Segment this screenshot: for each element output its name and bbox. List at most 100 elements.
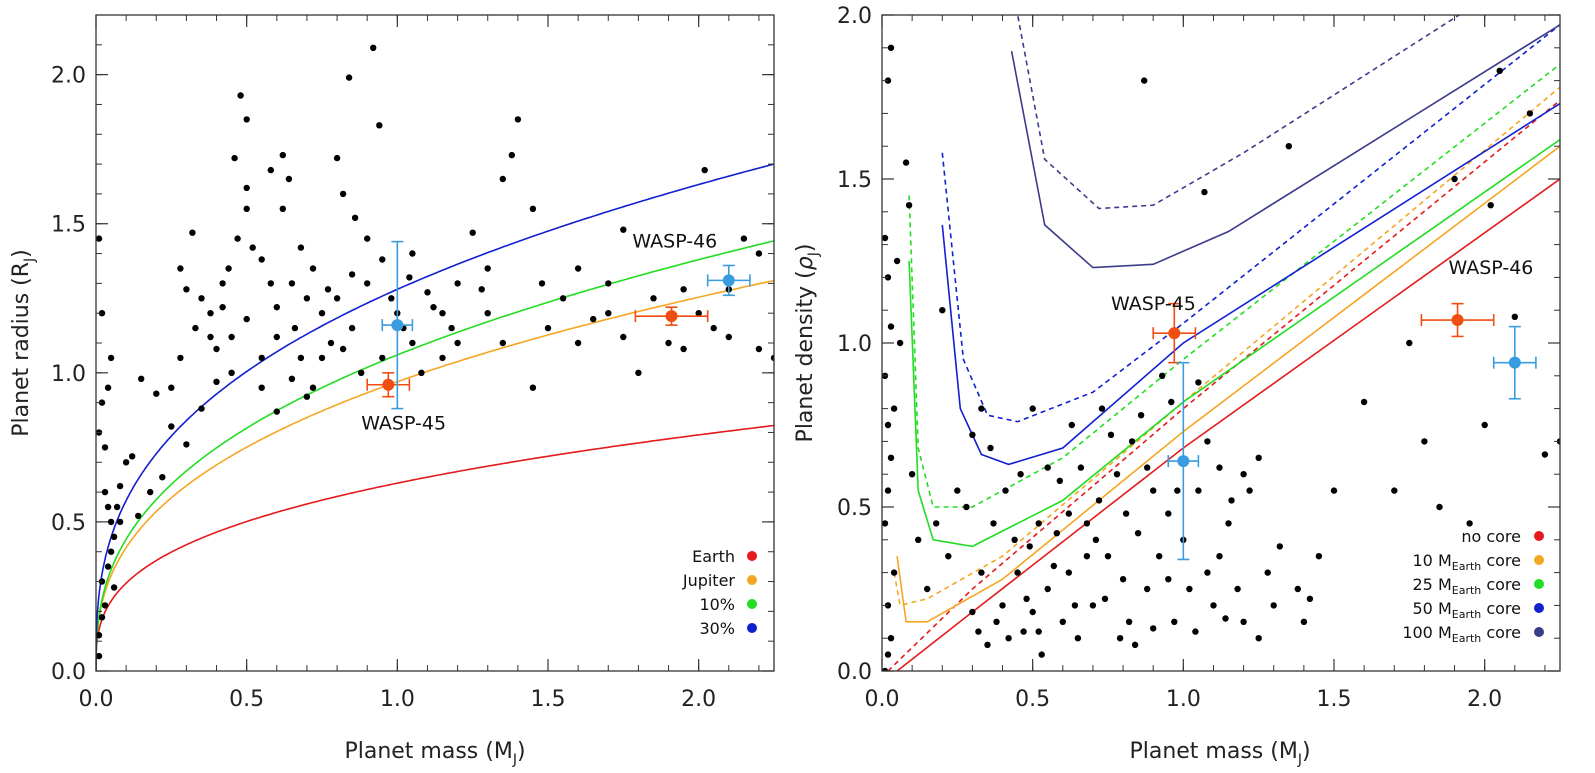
planet-point	[945, 553, 952, 560]
planet-point	[1134, 530, 1142, 537]
planet-point	[740, 235, 748, 242]
planet-point	[484, 265, 491, 272]
model-curve-30-	[96, 163, 774, 671]
planet-point	[104, 503, 112, 511]
legend-no-core-marker	[1534, 531, 1544, 541]
planet-point	[1186, 585, 1193, 593]
legend-25-earth-core-label: 25 MEarth core	[1413, 575, 1522, 597]
planet-point	[1141, 77, 1148, 84]
planet-point	[1137, 412, 1145, 419]
planet-point	[975, 628, 982, 635]
planet-point	[279, 205, 286, 212]
planet-point	[348, 324, 356, 332]
planet-point	[1195, 487, 1202, 494]
planet-point	[710, 324, 717, 332]
planet-point	[237, 92, 244, 99]
planet-point	[1131, 641, 1139, 648]
planet-point	[905, 202, 913, 209]
planet-point	[1089, 602, 1097, 609]
planet-point	[207, 333, 214, 341]
planet-point	[273, 333, 280, 341]
right-legend: no core 10 MEarth core 25 MEarth core 50…	[1402, 527, 1544, 645]
planet-point	[1204, 438, 1211, 445]
planet-point	[267, 280, 274, 287]
x-tick-label: 2.0	[681, 687, 716, 712]
planet-point	[406, 274, 413, 281]
planet-point	[409, 250, 416, 257]
planet-point	[514, 116, 522, 123]
planet-point	[348, 271, 356, 278]
planet-point	[454, 280, 461, 287]
planet-point	[924, 585, 931, 593]
planet-point	[1035, 520, 1042, 527]
y-tick-label: 1.5	[837, 168, 872, 193]
model-curve-jupiter	[96, 279, 774, 671]
planet-point	[882, 234, 889, 242]
planet-point	[680, 345, 687, 353]
planet-point	[1195, 379, 1202, 386]
planet-point	[1451, 175, 1458, 183]
planet-point	[1092, 536, 1100, 543]
planet-point	[1276, 543, 1284, 550]
planet-point	[101, 488, 109, 496]
planet-point	[1056, 477, 1064, 484]
planet-point	[893, 257, 901, 265]
planet-point	[915, 536, 922, 543]
planet-point	[1436, 503, 1443, 511]
planet-point	[755, 345, 763, 353]
planet-point	[258, 256, 265, 263]
planet-point	[887, 44, 895, 51]
model-curve-earth	[96, 424, 774, 671]
planet-point	[243, 116, 250, 123]
planet-point	[1122, 510, 1130, 517]
planet-point	[104, 563, 112, 570]
planet-point	[219, 304, 226, 311]
planet-point	[529, 205, 537, 212]
legend-25-earth-core-marker	[1534, 579, 1544, 589]
planet-point	[963, 503, 970, 511]
right-panel: 0.0 0.5 1.0 1.5 2.0 0.0 0.5 1.0 1.5 2.0 Planet ma…	[793, 4, 1561, 768]
planet-point	[770, 354, 774, 362]
planet-point	[297, 354, 305, 362]
planet-point	[327, 339, 335, 347]
planet-point	[484, 310, 491, 317]
x-tick-label: 0.5	[229, 687, 264, 712]
legend-10pct-label: 10%	[699, 595, 735, 614]
planet-point	[1035, 628, 1042, 635]
planet-point	[908, 471, 916, 478]
planet-point	[1104, 553, 1112, 560]
planet-point	[318, 354, 326, 362]
highlight-marker	[391, 319, 404, 332]
right-y-axis-title: Planet density (ρJ)	[793, 244, 822, 443]
planet-point	[969, 431, 976, 438]
planet-point	[1210, 602, 1217, 609]
highlight-wasp-46-orange	[1420, 302, 1495, 338]
planet-point	[999, 602, 1006, 609]
planet-point	[1053, 530, 1061, 537]
planet-point	[177, 354, 184, 362]
planet-point	[590, 315, 597, 323]
planet-point	[1406, 339, 1413, 347]
y-tick-label: 0.5	[837, 496, 872, 521]
planet-point	[303, 393, 311, 400]
planet-point	[620, 333, 627, 341]
highlight-wasp-46-blue	[1492, 325, 1537, 400]
planet-point	[116, 518, 124, 526]
planet-point	[1165, 510, 1172, 517]
annotation-wasp46-right: WASP-46	[1449, 257, 1534, 279]
planet-point	[177, 265, 184, 272]
planet-point	[574, 265, 582, 272]
legend-10-earth-core-label: 10 MEarth core	[1413, 551, 1522, 573]
planet-point	[409, 339, 416, 347]
planet-point	[993, 618, 1000, 625]
planet-point	[198, 405, 205, 412]
planet-point	[890, 405, 898, 412]
planet-point	[107, 518, 115, 526]
left-panel: 0.0 0.5 1.0 1.5 2.0 0.0 0.5 1.0 1.5 2.0 Planet ma…	[9, 14, 775, 768]
planet-point	[309, 265, 317, 272]
planet-point	[96, 235, 103, 242]
planet-point	[1071, 602, 1079, 609]
planet-point	[101, 602, 109, 609]
y-tick-label: 1.0	[837, 332, 872, 357]
planet-point	[1029, 608, 1036, 616]
